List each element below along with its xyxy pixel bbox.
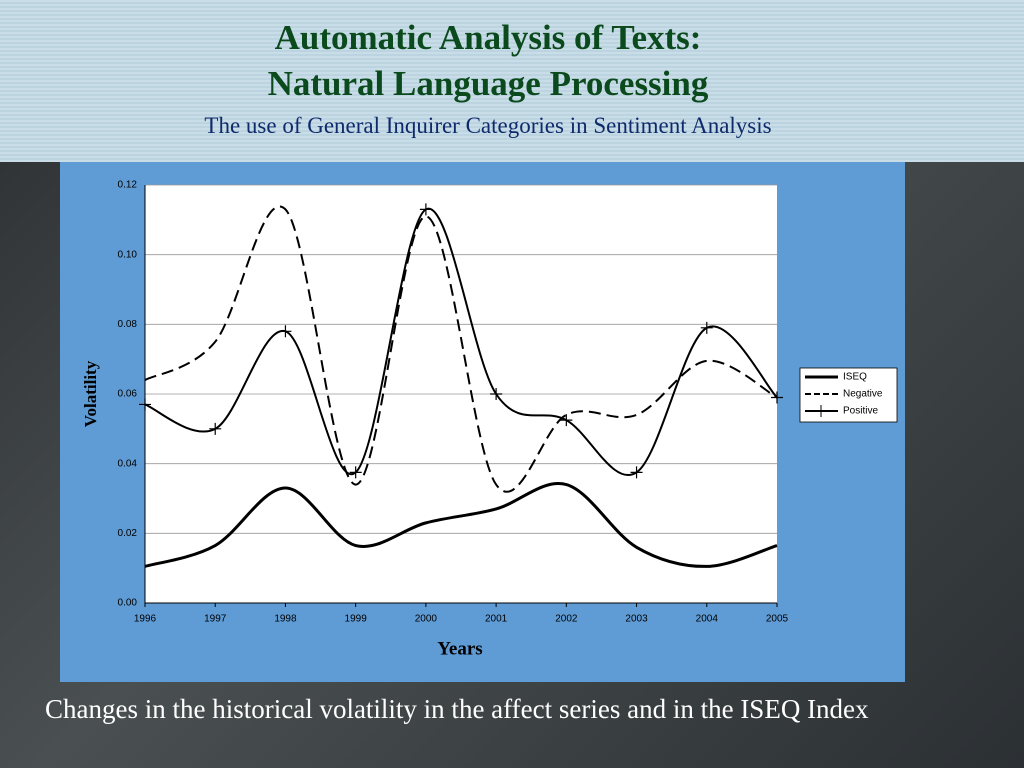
- legend-label: ISEQ: [843, 372, 867, 383]
- x-tick-label: 1998: [274, 614, 297, 625]
- x-tick-label: 1996: [134, 614, 157, 625]
- y-tick-label: 0.12: [118, 180, 138, 191]
- legend-label: Positive: [843, 406, 878, 417]
- legend-label: Negative: [843, 389, 883, 400]
- marker: [700, 321, 713, 334]
- x-tick-label: 2001: [485, 614, 508, 625]
- marker: [279, 325, 292, 338]
- marker: [490, 388, 503, 400]
- y-tick-label: 0.10: [118, 249, 138, 260]
- line: [144, 207, 778, 476]
- y-tick-label: 0.06: [118, 389, 138, 400]
- marker: [349, 466, 362, 479]
- marker: [630, 466, 643, 479]
- x-tick-label: 2004: [696, 614, 719, 625]
- marker: [419, 203, 432, 216]
- legend-marker: [815, 405, 827, 417]
- line: [144, 482, 778, 568]
- subtitle: The use of General Inquirer Categories i…: [204, 113, 772, 138]
- x-tick-label: 2005: [766, 614, 789, 625]
- x-tick-label: 1997: [204, 614, 227, 625]
- x-axis-label: Years: [437, 638, 482, 659]
- title: Automatic Analysis of Texts:: [274, 18, 702, 57]
- x-tick-label: 2002: [555, 614, 578, 625]
- x-tick-label: 1999: [345, 614, 368, 625]
- marker: [139, 398, 151, 411]
- x-tick-label: 2003: [625, 614, 648, 625]
- caption: Changes in the historical volatility in …: [45, 694, 869, 724]
- marker: [771, 391, 783, 404]
- y-tick-label: 0.08: [118, 319, 138, 330]
- line: [144, 205, 778, 493]
- y-tick-label: 0.02: [118, 528, 138, 539]
- y-axis-label: Volatility: [81, 360, 100, 427]
- x-tick-label: 2000: [415, 614, 438, 625]
- y-tick-label: 0.00: [118, 598, 138, 609]
- y-tick-label: 0.04: [118, 458, 138, 469]
- title: Natural Language Processing: [267, 64, 709, 103]
- marker: [209, 422, 222, 435]
- marker: [560, 414, 573, 427]
- header-band: [0, 0, 1024, 162]
